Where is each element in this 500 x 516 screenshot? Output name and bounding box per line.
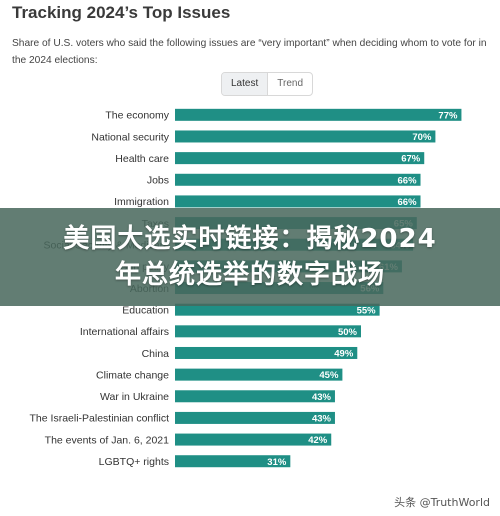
bar xyxy=(175,390,335,403)
value-label: 66% xyxy=(398,197,418,208)
page-title: Tracking 2024’s Top Issues xyxy=(12,3,231,22)
value-label: 67% xyxy=(401,154,421,165)
value-label: 31% xyxy=(267,457,287,468)
bar xyxy=(175,325,361,338)
bar xyxy=(175,433,332,446)
category-label: The economy xyxy=(105,110,169,122)
bar xyxy=(175,130,436,143)
bar xyxy=(175,108,462,121)
value-label: 70% xyxy=(412,132,432,143)
category-label: Education xyxy=(122,304,169,316)
bar xyxy=(175,195,421,208)
category-label: International affairs xyxy=(80,326,169,338)
category-label: China xyxy=(142,348,170,360)
category-label: The events of Jan. 6, 2021 xyxy=(45,434,169,446)
category-label: National security xyxy=(91,131,169,143)
category-label: Health care xyxy=(115,153,169,165)
bar xyxy=(175,303,380,316)
headline-line-1: 美国大选实时链接：揭秘2024 xyxy=(63,224,437,254)
value-label: 66% xyxy=(398,175,418,186)
value-label: 77% xyxy=(438,110,458,121)
tab-latest[interactable]: Latest xyxy=(222,73,269,95)
value-label: 42% xyxy=(308,435,328,446)
value-label: 43% xyxy=(312,414,332,425)
category-label: Immigration xyxy=(114,196,169,208)
bar xyxy=(175,152,425,165)
page-subtitle: Share of U.S. voters who said the follow… xyxy=(12,38,487,66)
bar xyxy=(175,411,335,424)
category-label: LGBTQ+ rights xyxy=(99,456,169,468)
bar xyxy=(175,368,343,381)
value-label: 50% xyxy=(338,327,358,338)
value-label: 55% xyxy=(357,305,377,316)
value-label: 45% xyxy=(319,370,339,381)
bar xyxy=(175,173,421,186)
value-label: 49% xyxy=(334,349,354,360)
tab-trend[interactable]: Trend xyxy=(277,78,304,89)
headline-overlay: 美国大选实时链接：揭秘2024 年总统选举的数字战场 xyxy=(0,208,500,306)
category-label: The Israeli-Palestinian conflict xyxy=(30,413,170,425)
category-label: Jobs xyxy=(147,175,169,187)
watermark: 头条 @TruthWorld xyxy=(394,496,490,509)
view-tabs: Latest Trend xyxy=(221,72,314,96)
value-label: 43% xyxy=(312,392,332,403)
bar xyxy=(175,455,291,468)
category-label: War in Ukraine xyxy=(100,391,169,403)
bar xyxy=(175,346,358,359)
category-label: Climate change xyxy=(96,369,169,381)
headline-line-2: 年总统选举的数字战场 xyxy=(114,260,385,290)
